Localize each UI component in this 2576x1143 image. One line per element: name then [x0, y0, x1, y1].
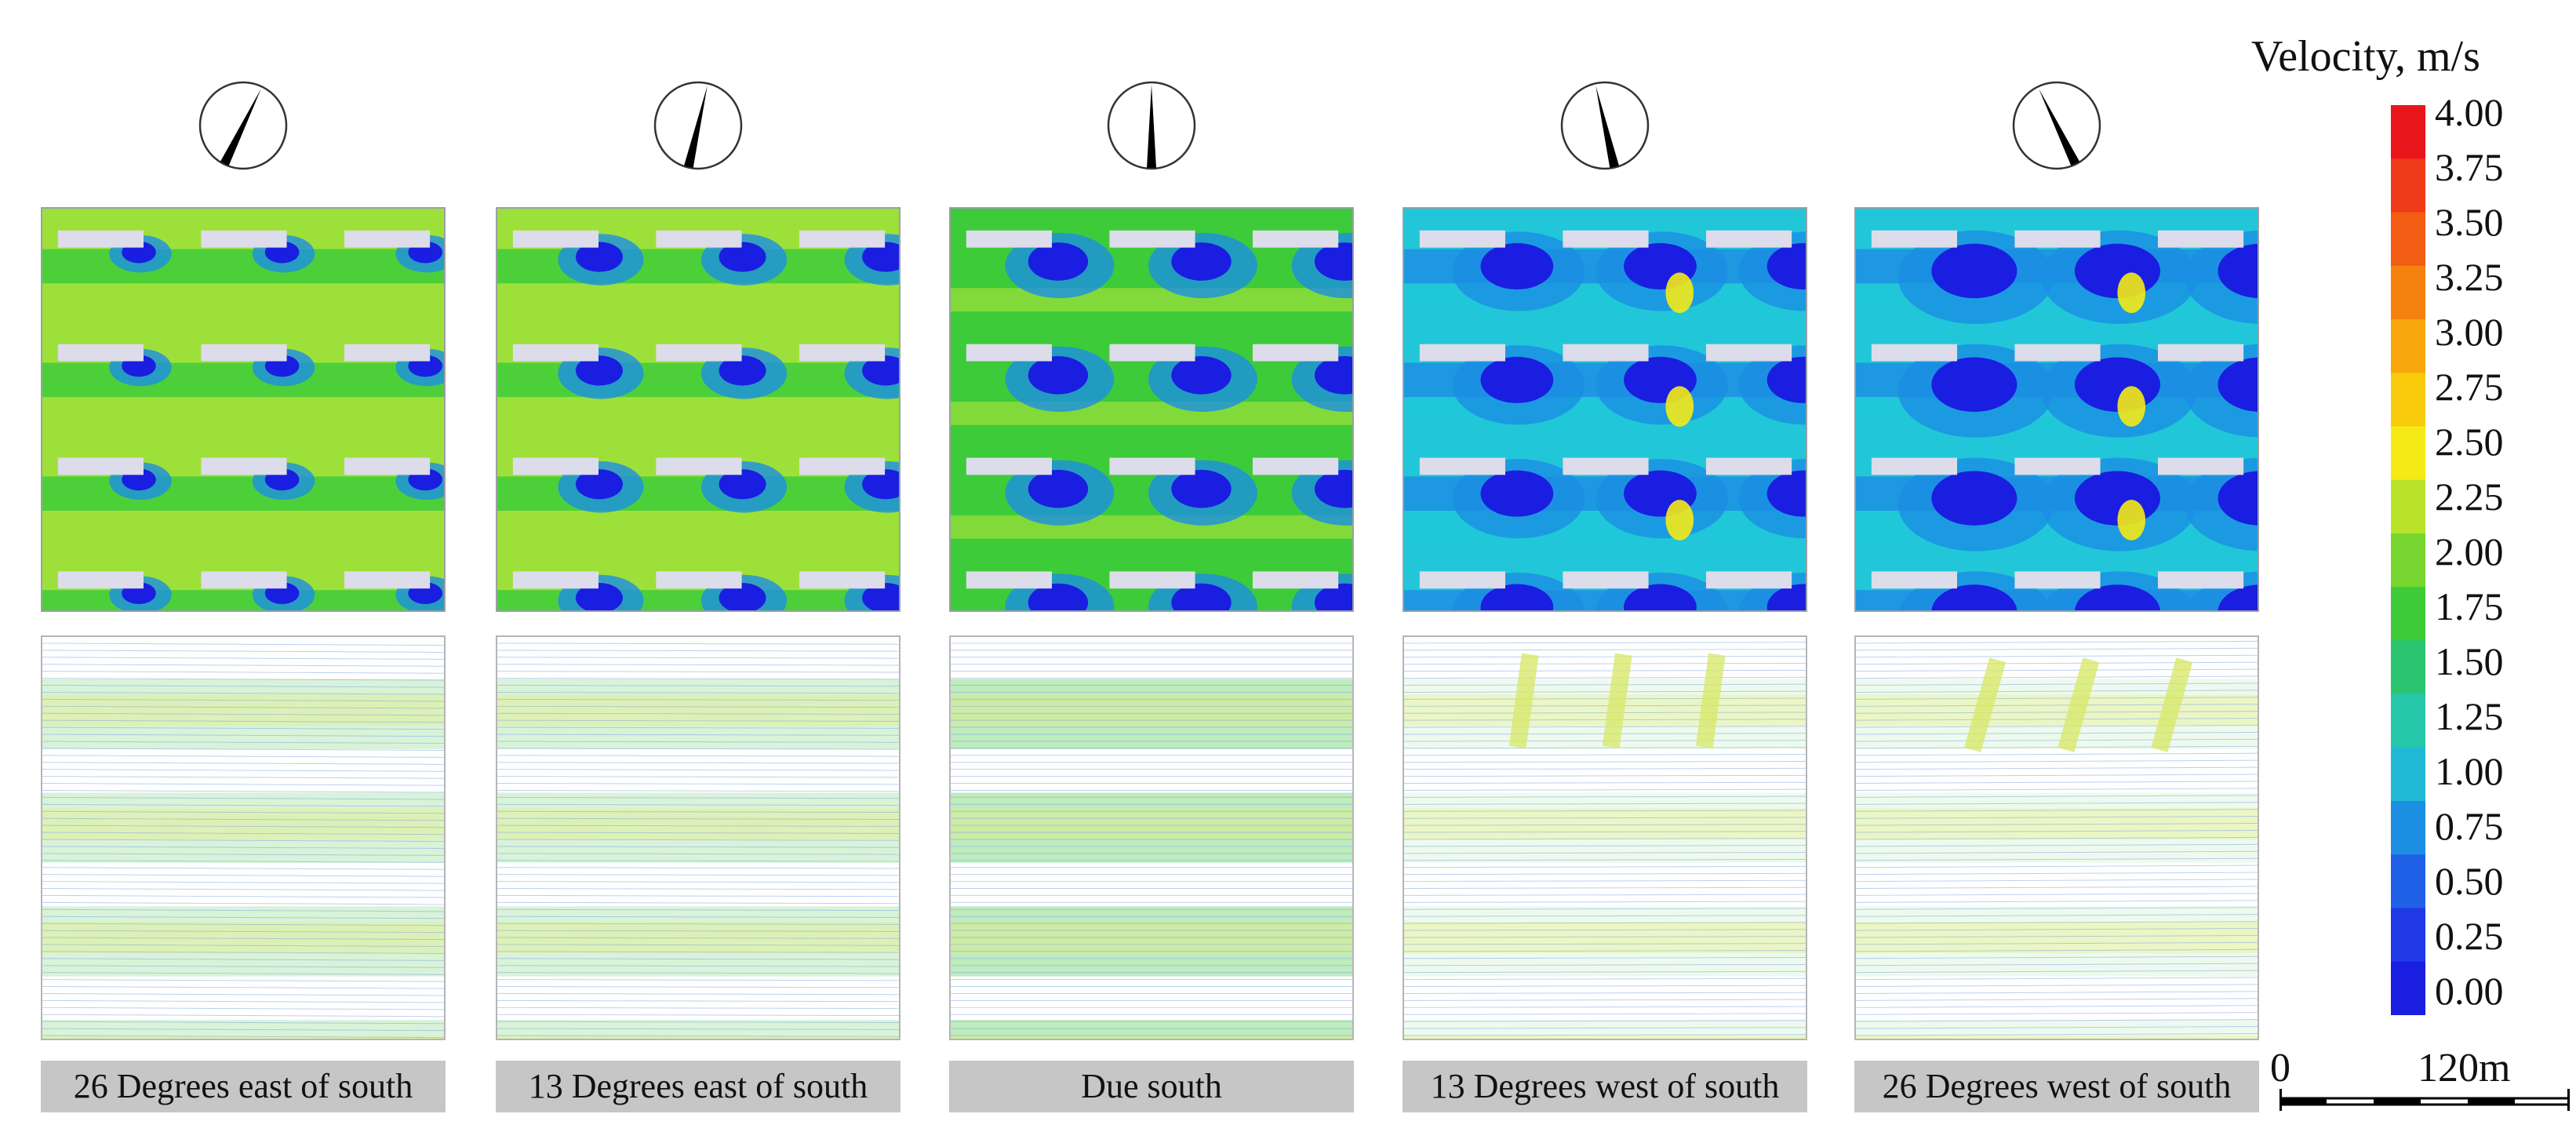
legend-segment — [2391, 693, 2425, 748]
legend-colorbar — [2391, 105, 2425, 1015]
velocity-contour-plot — [496, 207, 901, 612]
legend-tick-label: 2.25 — [2435, 475, 2504, 519]
legend-tick-label: 0.50 — [2435, 859, 2504, 903]
panel-13W: 13 Degrees west of south — [1403, 0, 1807, 1143]
legend-segment — [2391, 426, 2425, 481]
legend-tick-label: 0.25 — [2435, 914, 2504, 958]
panel-26E: 26 Degrees east of south — [41, 0, 446, 1143]
legend-tick-label: 3.50 — [2435, 200, 2504, 244]
legend-tick-label: 3.00 — [2435, 310, 2504, 354]
scale-start-label: 0 — [2270, 1046, 2290, 1090]
legend-segment — [2391, 587, 2425, 641]
compass-icon — [653, 81, 743, 170]
legend-segment — [2391, 961, 2425, 1015]
legend-segment — [2391, 747, 2425, 802]
legend-segment — [2391, 212, 2425, 267]
legend-title: Velocity, m/s — [2251, 32, 2480, 81]
panel-caption: 13 Degrees west of south — [1403, 1061, 1807, 1112]
panel-S: Due south — [949, 0, 1354, 1143]
panel-caption: Due south — [949, 1061, 1354, 1112]
legend-tick-label: 1.75 — [2435, 584, 2504, 628]
legend-segment — [2391, 801, 2425, 855]
legend-segment — [2391, 158, 2425, 213]
legend-segment — [2391, 533, 2425, 588]
legend-segment — [2391, 319, 2425, 373]
compass-icon — [2012, 81, 2101, 170]
compass-icon — [1107, 81, 1196, 170]
velocity-vector-plot — [41, 635, 446, 1040]
legend-segment — [2391, 373, 2425, 427]
legend-tick-label: 2.00 — [2435, 530, 2504, 573]
scale-end-label: 120m — [2418, 1046, 2511, 1090]
panel-caption: 13 Degrees east of south — [496, 1061, 901, 1112]
compass-icon — [198, 81, 288, 170]
legend-tick-label: 2.75 — [2435, 365, 2504, 409]
panel-26W: 26 Degrees west of south — [1854, 0, 2259, 1143]
legend-tick-label: 2.50 — [2435, 420, 2504, 464]
legend-segment — [2391, 908, 2425, 963]
legend-tick-label: 4.00 — [2435, 90, 2504, 134]
compass-icon — [1560, 81, 1650, 170]
velocity-contour-plot — [949, 207, 1354, 612]
velocity-vector-plot — [1854, 635, 2259, 1040]
panel-13E: 13 Degrees east of south — [496, 0, 901, 1143]
velocity-contour-plot — [1854, 207, 2259, 612]
legend-tick-label: 0.75 — [2435, 804, 2504, 848]
legend-segment — [2391, 105, 2425, 159]
legend-segment — [2391, 479, 2425, 534]
velocity-contour-plot — [41, 207, 446, 612]
legend-segment — [2391, 640, 2425, 695]
velocity-contour-plot — [1403, 207, 1807, 612]
panel-caption: 26 Degrees east of south — [41, 1061, 446, 1112]
legend-tick-label: 1.00 — [2435, 749, 2504, 793]
velocity-vector-plot — [949, 635, 1354, 1040]
panel-caption: 26 Degrees west of south — [1854, 1061, 2259, 1112]
legend-segment — [2391, 854, 2425, 909]
scale-bar — [2279, 1089, 2570, 1111]
legend-tick-label: 0.00 — [2435, 969, 2504, 1013]
legend-tick-label: 1.25 — [2435, 694, 2504, 738]
legend-segment — [2391, 265, 2425, 320]
legend-tick-label: 3.25 — [2435, 255, 2504, 299]
velocity-vector-plot — [496, 635, 901, 1040]
legend-tick-label: 3.75 — [2435, 145, 2504, 189]
velocity-vector-plot — [1403, 635, 1807, 1040]
legend-tick-label: 1.50 — [2435, 639, 2504, 683]
